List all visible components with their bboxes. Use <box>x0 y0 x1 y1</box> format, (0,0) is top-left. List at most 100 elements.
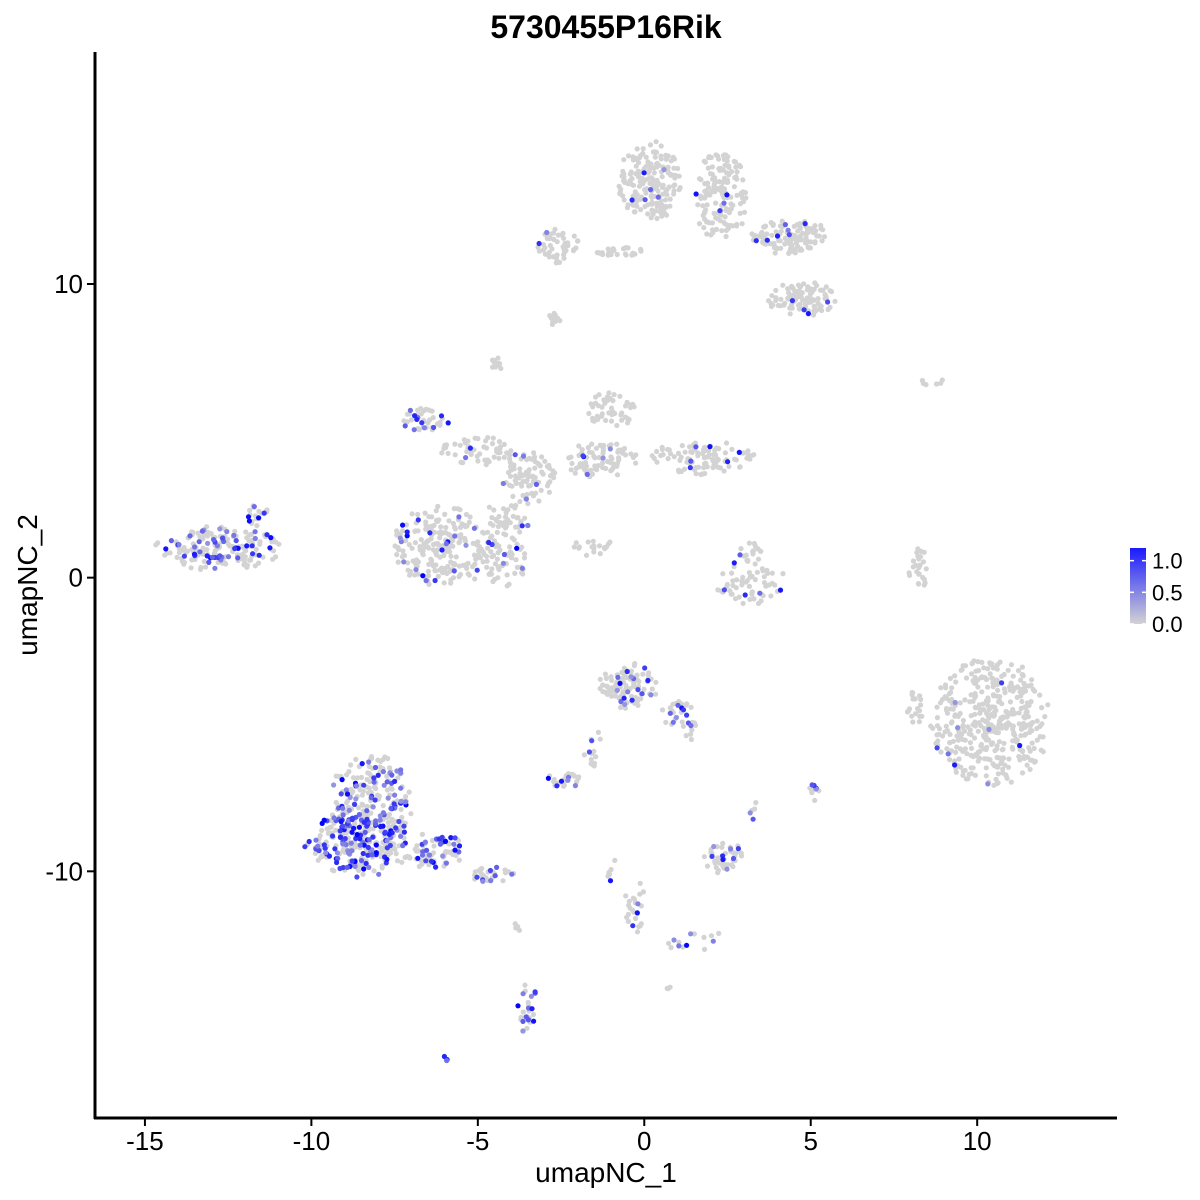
data-point <box>777 238 783 244</box>
data-point <box>376 871 382 877</box>
data-point <box>344 791 351 797</box>
data-point <box>614 251 620 258</box>
data-point <box>658 452 664 459</box>
data-point <box>346 807 352 814</box>
data-point <box>508 448 514 454</box>
data-point <box>916 719 923 725</box>
data-point <box>990 684 996 690</box>
data-point <box>983 734 989 740</box>
data-point <box>589 544 595 550</box>
data-point <box>785 227 791 233</box>
data-point <box>782 300 788 306</box>
data-point <box>654 448 660 455</box>
data-point <box>608 418 615 424</box>
data-point <box>816 233 822 239</box>
data-point <box>750 816 756 822</box>
data-point <box>380 769 386 775</box>
data-point <box>960 772 966 778</box>
data-point <box>603 417 609 423</box>
data-point <box>764 567 770 574</box>
data-point <box>443 860 449 866</box>
data-point <box>997 724 1003 731</box>
data-point <box>520 453 527 459</box>
data-point <box>629 176 635 182</box>
data-point <box>437 535 443 541</box>
data-point <box>521 555 528 561</box>
data-point <box>594 413 600 419</box>
data-point <box>660 191 666 197</box>
data-point <box>437 422 443 428</box>
data-point <box>819 238 825 244</box>
data-point <box>693 191 699 197</box>
data-point <box>817 305 823 311</box>
data-point <box>620 689 626 695</box>
data-point <box>312 850 318 857</box>
data-point <box>715 587 721 593</box>
data-point <box>481 550 487 556</box>
data-point <box>358 858 365 864</box>
data-point <box>753 800 759 806</box>
data-point <box>580 453 586 459</box>
data-point <box>466 572 472 578</box>
data-point <box>629 697 635 703</box>
data-point <box>753 238 759 244</box>
data-point <box>729 169 735 175</box>
data-point <box>906 570 912 576</box>
data-point <box>195 530 201 536</box>
data-point <box>654 459 660 465</box>
data-point <box>632 209 638 215</box>
data-point <box>403 799 409 805</box>
data-point <box>938 380 944 386</box>
data-point <box>733 164 739 170</box>
data-point <box>807 291 814 297</box>
data-point <box>1016 721 1022 727</box>
data-point <box>614 472 621 478</box>
data-point <box>805 311 812 317</box>
data-point <box>607 446 613 452</box>
x-axis-title: umapNC_1 <box>535 1157 677 1188</box>
y-axis-ticks: -10 0 10 <box>45 269 95 886</box>
data-point <box>1014 694 1020 701</box>
data-point <box>353 835 359 842</box>
data-point <box>418 411 424 417</box>
data-point <box>713 152 719 158</box>
data-point <box>787 311 793 317</box>
data-point <box>920 574 926 581</box>
data-point <box>485 529 491 535</box>
data-point <box>985 781 991 787</box>
data-point <box>267 545 273 551</box>
data-point <box>424 539 430 545</box>
data-point <box>751 452 757 458</box>
data-point <box>706 155 712 161</box>
data-point <box>438 529 444 535</box>
data-point <box>952 712 958 718</box>
data-point <box>456 514 462 520</box>
data-point <box>611 392 617 398</box>
data-point <box>496 566 502 573</box>
data-point <box>718 184 725 190</box>
data-point <box>801 281 807 287</box>
data-point <box>996 699 1002 705</box>
data-point <box>392 792 398 798</box>
data-point <box>1007 699 1014 705</box>
data-point <box>732 456 738 462</box>
data-point <box>1010 738 1016 744</box>
data-point <box>492 364 499 370</box>
data-point <box>385 755 391 762</box>
data-point <box>385 795 391 801</box>
data-point <box>452 441 458 447</box>
data-point <box>443 524 449 531</box>
data-point <box>791 236 798 242</box>
data-point <box>811 309 818 315</box>
data-point <box>536 248 543 254</box>
data-point <box>495 575 501 581</box>
data-point <box>750 548 757 554</box>
data-point <box>360 850 366 857</box>
data-point <box>769 232 775 238</box>
data-point <box>596 392 602 398</box>
data-point <box>509 551 515 558</box>
data-point <box>396 843 402 849</box>
data-point <box>968 671 975 677</box>
data-point <box>443 442 450 448</box>
data-point <box>667 203 673 209</box>
